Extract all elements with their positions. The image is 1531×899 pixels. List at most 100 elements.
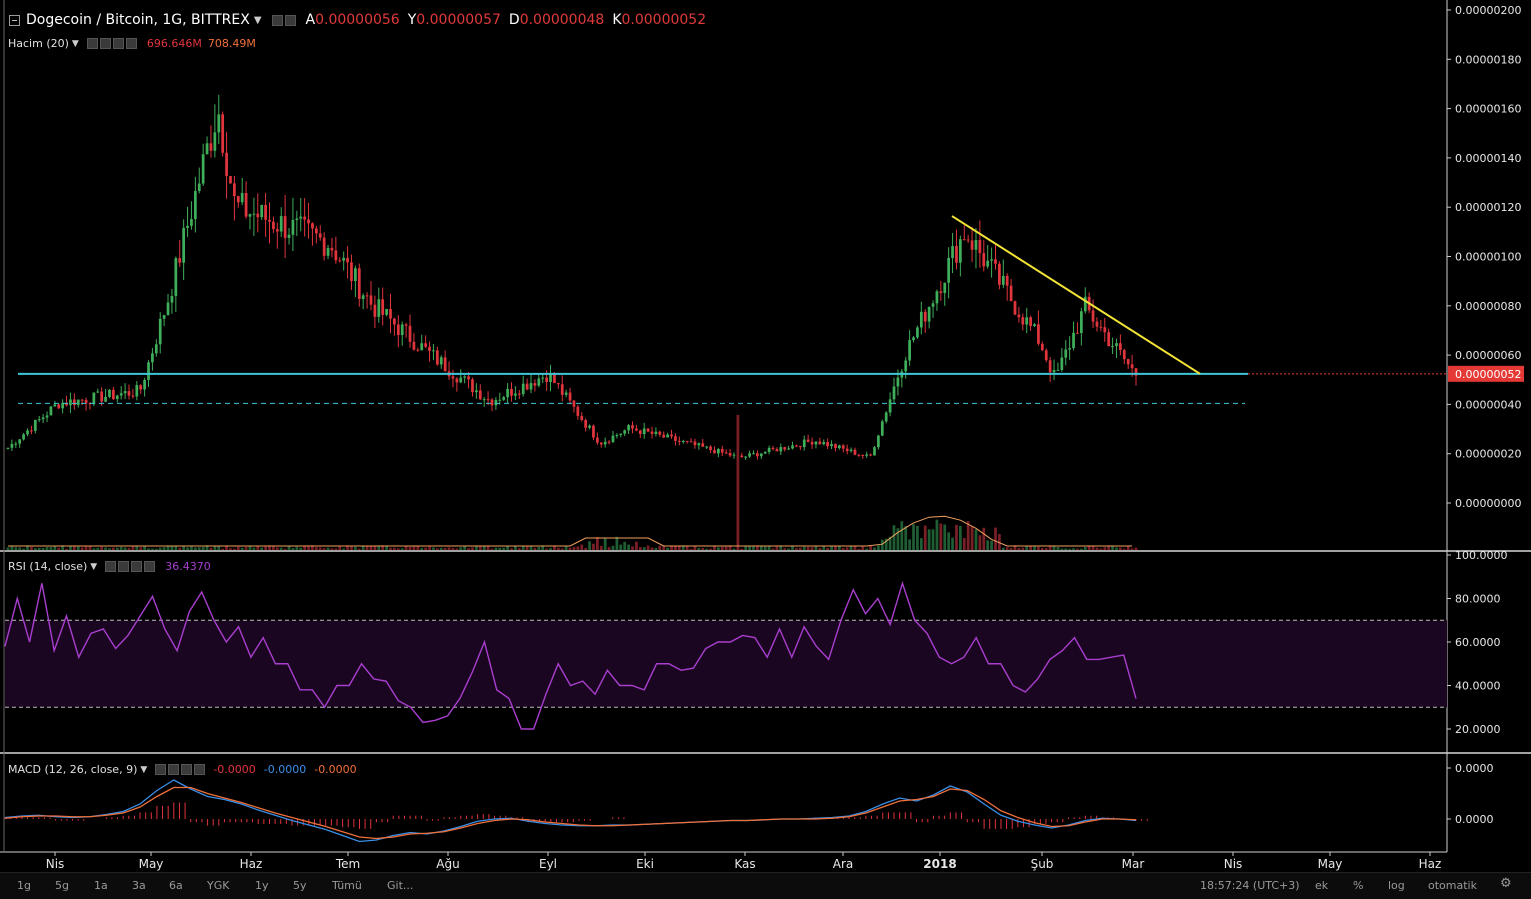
timeframe-5g[interactable]: 5g	[55, 879, 69, 892]
candle-body	[892, 386, 896, 400]
settings-icon[interactable]	[168, 764, 180, 775]
volume-bar	[947, 532, 951, 550]
eye-icon[interactable]	[105, 561, 117, 572]
candle-body	[662, 434, 666, 438]
settings-icon[interactable]	[271, 14, 283, 26]
candle-body	[1126, 359, 1130, 365]
time-tick-label: Kas	[734, 857, 755, 871]
percent-scale-toggle[interactable]: %	[1353, 879, 1364, 892]
volume-bar	[951, 537, 954, 550]
timeframe-all[interactable]: Tümü	[332, 879, 362, 892]
chevron-down-icon[interactable]: ▼	[90, 561, 98, 572]
price-tick-label: 0.00000180	[1455, 53, 1521, 66]
volume-bar	[884, 538, 888, 550]
auto-scale-toggle[interactable]: otomatik	[1428, 879, 1477, 892]
macd-label[interactable]: MACD (12, 26, close, 9)	[8, 763, 138, 776]
volume-bar	[494, 547, 498, 550]
gear-icon[interactable]: ⚙	[1500, 876, 1512, 891]
candle-body	[18, 439, 22, 444]
candle-body	[1115, 343, 1118, 347]
candle-body	[822, 442, 826, 445]
plus-icon[interactable]	[181, 764, 193, 775]
volume-bar	[510, 548, 513, 550]
volume-bar	[845, 547, 849, 550]
volume-bar	[498, 547, 502, 550]
last-price-tag	[1448, 365, 1524, 382]
candle-body	[978, 239, 982, 254]
volume-bar	[100, 546, 104, 550]
settings-icon[interactable]	[118, 561, 130, 572]
candle-body	[1079, 311, 1083, 334]
volume-bar	[697, 547, 701, 550]
candle-body	[108, 389, 111, 397]
candle-body	[490, 399, 494, 406]
candle-body	[475, 390, 478, 393]
chart-canvas[interactable]: 0.00000200 0.00000180 0.00000160 0.00000140…	[0, 0, 1531, 872]
volume-bar	[201, 546, 205, 550]
candle-body	[798, 445, 802, 448]
candle-body	[1013, 301, 1017, 315]
candle-body	[221, 114, 225, 153]
volume-indicator-label[interactable]: Hacim (20)	[8, 37, 69, 50]
candle-body	[37, 419, 41, 421]
candle-body	[14, 443, 18, 445]
timeframe-5y[interactable]: 5y	[293, 879, 307, 892]
volume-bar	[674, 545, 677, 550]
plus-icon[interactable]	[112, 38, 124, 49]
eye-icon[interactable]	[155, 764, 167, 775]
close-icon[interactable]	[194, 764, 206, 775]
candle-body	[779, 447, 783, 452]
rsi-label[interactable]: RSI (14, close)	[8, 560, 88, 573]
volume-bar	[603, 537, 607, 550]
candle-body	[158, 318, 162, 345]
price-tick-label: 0.00000060	[1455, 349, 1521, 362]
volume-bar	[244, 547, 248, 550]
candle-body	[896, 377, 900, 387]
volume-bar	[451, 548, 455, 550]
plus-icon[interactable]	[131, 561, 143, 572]
settings-icon[interactable]	[99, 38, 111, 49]
volume-bar	[611, 545, 615, 550]
log-scale-toggle[interactable]: log	[1388, 879, 1405, 892]
candle-body	[517, 393, 521, 395]
macd-tick-label: 0.0000	[1455, 762, 1494, 775]
volume-bar	[408, 546, 412, 550]
extended-hours-toggle[interactable]: ek	[1315, 879, 1329, 892]
candle-body	[631, 425, 634, 429]
close-icon[interactable]	[144, 561, 156, 572]
timeframe-6a[interactable]: 6a	[169, 879, 183, 892]
symbol-title[interactable]: Dogecoin / Bitcoin, 1G, BITTREX	[26, 12, 250, 28]
candle-body	[556, 383, 560, 385]
clock-label[interactable]: 18:57:24 (UTC+3)	[1200, 879, 1300, 892]
eye-icon[interactable]	[86, 38, 98, 49]
goto-date-button[interactable]: Git...	[387, 879, 414, 892]
chevron-down-icon[interactable]: ▼	[253, 14, 262, 26]
timeframe-1g[interactable]: 1g	[17, 879, 31, 892]
volume-bar	[506, 546, 509, 550]
candle-body	[830, 443, 833, 447]
volume-bar	[158, 547, 162, 550]
timeframe-3a[interactable]: 3a	[132, 879, 146, 892]
candle-body	[10, 443, 14, 448]
candle-body	[115, 395, 119, 400]
close-icon[interactable]	[125, 38, 137, 49]
timeframe-1a[interactable]: 1a	[94, 879, 108, 892]
chevron-down-icon[interactable]: ▼	[140, 764, 148, 775]
volume-bar	[627, 544, 630, 550]
volume-bar	[861, 546, 865, 550]
candle-body	[330, 247, 334, 251]
volume-bar	[404, 545, 408, 550]
collapse-icon[interactable]	[9, 15, 20, 26]
candle-body	[26, 430, 29, 435]
eye-icon[interactable]	[284, 14, 296, 26]
volume-bar	[1044, 548, 1048, 550]
candle-body	[459, 377, 463, 383]
volume-bar	[1021, 547, 1025, 550]
candle-body	[41, 417, 45, 420]
volume-bar	[432, 547, 435, 550]
timeframe-ygk[interactable]: YGK	[207, 879, 230, 892]
candle-body	[178, 258, 182, 263]
chevron-down-icon[interactable]: ▼	[71, 38, 79, 49]
volume-bar	[865, 548, 869, 550]
timeframe-1y[interactable]: 1y	[255, 879, 269, 892]
